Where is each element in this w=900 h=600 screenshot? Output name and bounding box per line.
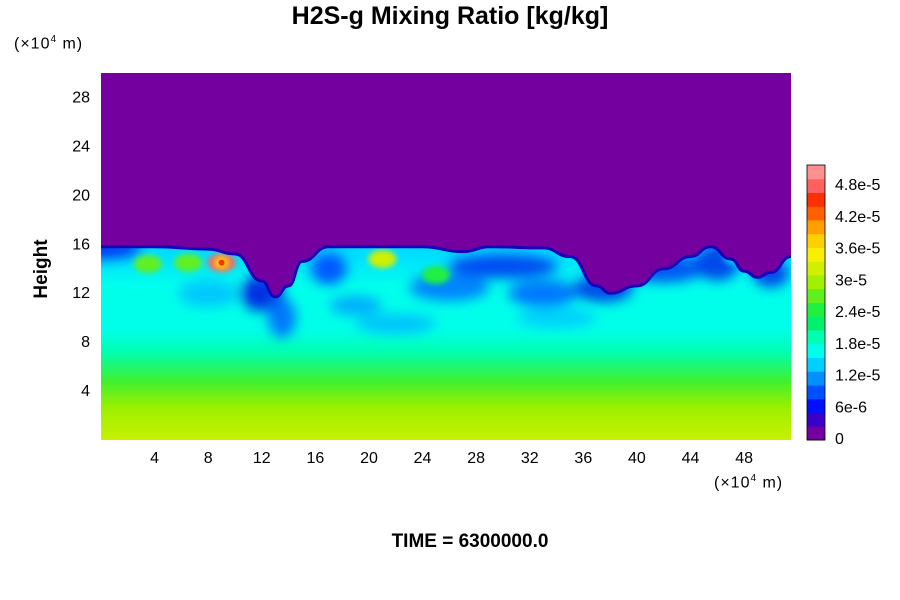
turbulence-blob <box>355 313 436 334</box>
colorbar-swatch <box>807 426 825 441</box>
turbulence-blob <box>101 246 141 260</box>
colorbar-swatch <box>807 233 825 248</box>
colorbar-swatch <box>807 357 825 372</box>
x-tick-label: 16 <box>306 450 324 467</box>
chart-title: H2S-g Mixing Ratio [kg/kg] <box>291 2 609 30</box>
colorbar-tick-label: 4.8e-5 <box>835 177 880 194</box>
colorbar-swatch <box>807 261 825 276</box>
colorbar-swatch <box>807 165 825 180</box>
hotspot <box>174 253 203 272</box>
y-axis-unit: (×104 m) <box>14 34 84 53</box>
mixed-layer <box>101 246 791 440</box>
colorbar-swatch <box>807 247 825 262</box>
hotspot <box>421 265 450 284</box>
colorbar-swatch <box>807 302 825 317</box>
colorbar-swatch <box>807 192 825 207</box>
colorbar-tick-label: 4.2e-5 <box>835 209 880 226</box>
y-tick-label: 20 <box>72 187 90 204</box>
x-tick-label: 36 <box>574 450 592 467</box>
colorbar-tick-label: 1.8e-5 <box>835 336 880 353</box>
turbulence-blob <box>516 307 597 328</box>
y-tick-label: 8 <box>81 334 90 351</box>
plot-area <box>101 73 791 440</box>
x-axis-ticks: 4 8 12 16 20 24 28 32 36 40 44 48 <box>150 450 753 467</box>
x-tick-label: 28 <box>467 450 485 467</box>
colorbar-frame <box>806 164 826 441</box>
colorbar-swatch <box>807 385 825 400</box>
x-tick-label: 8 <box>204 450 213 467</box>
time-label: TIME = 6300000.0 <box>391 531 549 552</box>
hotspot <box>368 249 397 268</box>
x-tick-label: 12 <box>253 450 271 467</box>
y-tick-label: 12 <box>72 285 90 302</box>
turbulence-blob <box>267 297 296 338</box>
colorbar-tick-label: 3e-5 <box>835 272 867 289</box>
colorbar-swatch <box>807 398 825 413</box>
colorbar-swatch <box>807 330 825 345</box>
turbulence-blob <box>508 279 579 308</box>
x-tick-label: 24 <box>414 450 432 467</box>
colorbar: 0 6e-6 1.2e-5 1.8e-5 2.4e-5 3e-5 3.6e-5 4.2e-5 4… <box>806 164 880 448</box>
x-tick-label: 32 <box>521 450 539 467</box>
layer-top-edge <box>101 245 791 299</box>
colorbar-swatch <box>807 343 825 358</box>
colorbar-swatch <box>807 412 825 427</box>
turbulence-blob <box>178 279 239 308</box>
colorbar-swatch <box>807 275 825 290</box>
colorbar-swatch <box>807 316 825 331</box>
hotspot-peak <box>218 259 225 266</box>
y-tick-label: 28 <box>72 89 90 106</box>
colorbar-swatch <box>807 220 825 235</box>
turbulence-blob <box>310 252 347 285</box>
x-tick-label: 40 <box>628 450 646 467</box>
colorbar-tick-label: 0 <box>835 431 844 448</box>
y-tick-label: 24 <box>72 138 90 155</box>
colorbar-tick-label: 1.2e-5 <box>835 368 880 385</box>
turbulence-blob <box>447 254 558 279</box>
colorbar-tick-label: 2.4e-5 <box>835 304 880 321</box>
y-axis-ticks: 4 8 12 16 20 24 28 <box>72 89 90 400</box>
x-tick-label: 44 <box>682 450 700 467</box>
x-tick-label: 48 <box>735 450 753 467</box>
hotspot <box>133 254 162 273</box>
colorbar-swatch <box>807 371 825 386</box>
y-tick-label: 16 <box>72 236 90 253</box>
x-tick-label: 20 <box>360 450 378 467</box>
colorbar-swatch <box>807 288 825 303</box>
turbulence-blob <box>329 295 382 316</box>
x-tick-label: 4 <box>150 450 159 467</box>
x-axis-unit: (×104 m) <box>714 473 784 492</box>
colorbar-swatch <box>807 178 825 193</box>
colorbar-tick-label: 3.6e-5 <box>835 241 880 258</box>
colorbar-tick-label: 6e-6 <box>835 399 867 416</box>
colorbar-swatch <box>807 206 825 221</box>
y-tick-label: 4 <box>81 383 90 400</box>
